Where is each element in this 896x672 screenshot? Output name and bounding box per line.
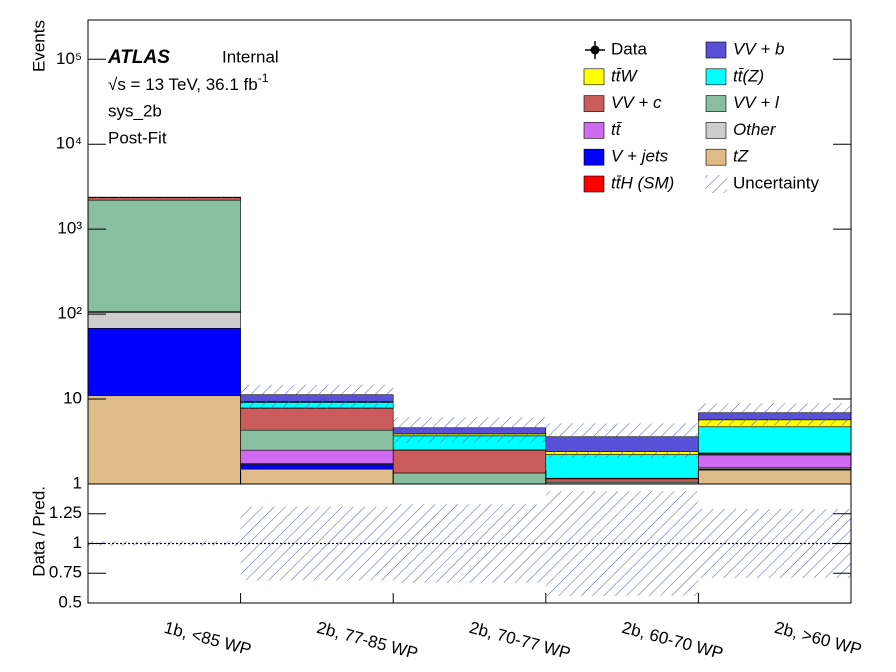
stack-segment: [88, 395, 241, 484]
ratio-tick-label: 1: [73, 533, 82, 552]
stack-segment: [545, 478, 699, 483]
uncertainty-band: [545, 423, 699, 459]
stack-segment: [698, 426, 851, 454]
y-tick-label: 10⁵: [56, 49, 82, 68]
legend-swatch: [583, 148, 605, 166]
region-label: sys_2b: [108, 101, 162, 120]
energy-text: √s = 13 TeV, 36.1 fb: [108, 75, 258, 94]
legend-label: tt̄: [611, 120, 622, 139]
stack-segment: [240, 464, 394, 470]
stack-segment: [698, 454, 851, 469]
x-tick-label: 1b, <85 WP: [162, 618, 253, 659]
legend-swatch: [583, 175, 605, 193]
legend-swatch: [583, 68, 605, 86]
legend-swatch: [705, 41, 727, 59]
uncertainty-band: [698, 403, 851, 426]
stack-segment: [240, 449, 394, 464]
uncertainty-band: [393, 417, 546, 443]
legend-marker: [590, 45, 600, 55]
fit-label: Post-Fit: [108, 128, 167, 147]
stack-segment: [240, 407, 394, 431]
stack-segment: [88, 197, 241, 201]
legend-swatch: [705, 175, 727, 193]
x-tick-label: 2b, 70-77 WP: [467, 618, 572, 663]
x-tick-label: 2b, >60 WP: [773, 618, 864, 659]
legend-swatch: [583, 95, 605, 112]
stack-segment: [393, 497, 546, 503]
atlas-label: ATLAS: [107, 47, 170, 68]
y-tick-label: 10²: [57, 304, 82, 323]
stack-segment: [88, 312, 241, 329]
ratio-plot: [88, 491, 851, 596]
uncertainty-band: [88, 196, 241, 198]
x-tick-label: 2b, 60-70 WP: [620, 618, 725, 663]
ratio-tick-label: 0.5: [58, 592, 82, 611]
stack-segment: [393, 488, 546, 497]
energy-label: √s = 13 TeV, 36.1 fb-1: [108, 71, 269, 94]
lumi-exponent: -1: [258, 71, 269, 85]
legend-label: tt̄(Z): [733, 66, 764, 85]
status-label: Internal: [222, 47, 279, 66]
stack-segment: [240, 429, 394, 451]
legend-label: tt̄W: [611, 66, 638, 85]
x-tick-label: 2b, 77-85 WP: [315, 618, 420, 663]
y-tick-label: 10: [63, 389, 82, 408]
legend-label: tZ: [733, 147, 749, 166]
main-plot: [88, 196, 851, 503]
legend-swatch: [705, 148, 727, 166]
legend-label: Other: [733, 120, 777, 139]
legend-swatch: [705, 68, 727, 86]
y-tick-label: 1: [73, 473, 82, 492]
legend-label: VV + b: [733, 39, 785, 58]
legend-label: VV + l: [733, 93, 780, 112]
legend-label: V + jets: [611, 147, 669, 166]
legend-swatch: [583, 122, 605, 139]
y-tick-label: 10⁴: [56, 134, 82, 153]
stack-segment: [392, 449, 547, 474]
legend-label: tt̄H (SM): [611, 173, 674, 192]
y-tick-label: 10³: [57, 219, 82, 238]
stack-segment: [88, 199, 241, 312]
legend-swatch: [705, 95, 727, 112]
y-axis-label: Events: [29, 20, 48, 72]
uncertainty-band: [240, 384, 394, 409]
legend-label: Data: [611, 39, 647, 58]
stack-segment: [392, 472, 547, 484]
legend-label: VV + c: [611, 93, 662, 112]
stack-segment: [88, 328, 241, 396]
ratio-axis-label: Data / Pred.: [29, 486, 48, 577]
ratio-tick-label: 1.25: [49, 503, 82, 522]
legend-label: Uncertainty: [733, 173, 819, 192]
ratio-tick-label: 0.75: [49, 563, 82, 582]
legend-swatch: [705, 122, 727, 139]
